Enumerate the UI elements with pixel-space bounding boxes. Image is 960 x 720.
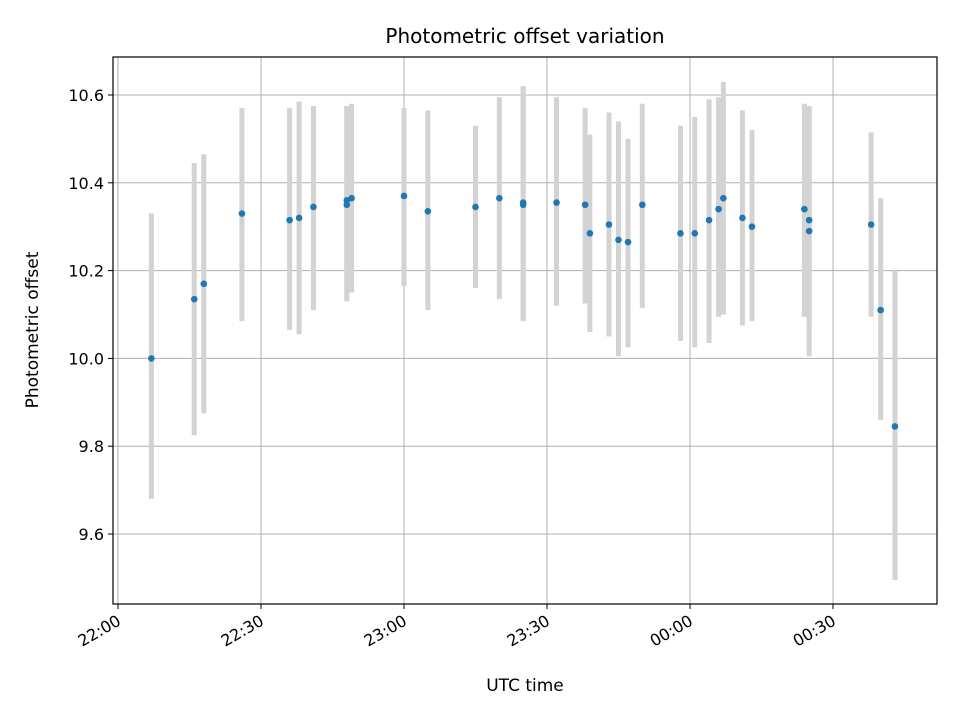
data-point xyxy=(295,214,303,222)
data-point xyxy=(720,194,727,202)
data-point xyxy=(148,355,155,362)
y-axis-label: Photometric offset xyxy=(23,251,43,408)
data-point xyxy=(310,203,317,211)
data-point xyxy=(715,205,722,213)
data-point xyxy=(286,216,293,224)
data-point xyxy=(805,227,813,235)
data-point xyxy=(472,203,479,211)
data-point xyxy=(739,214,746,222)
data-point xyxy=(190,295,198,303)
data-point xyxy=(691,229,699,237)
data-point xyxy=(496,194,503,202)
y-tick-label: 10.2 xyxy=(68,262,104,281)
y-axis-ticks: 9.6 9.8 10.0 10.2 10.4 10.6 xyxy=(68,86,113,544)
data-point xyxy=(400,192,408,200)
data-point xyxy=(553,199,560,206)
data-point xyxy=(424,208,432,215)
data-point xyxy=(519,201,527,209)
chart-title: Photometric offset variation xyxy=(385,24,664,48)
data-point xyxy=(200,280,208,288)
y-tick-label: 10.4 xyxy=(68,174,104,193)
data-point xyxy=(677,229,684,237)
data-point xyxy=(238,210,246,217)
data-point xyxy=(605,221,613,228)
data-point xyxy=(805,216,813,224)
y-tick-label: 9.8 xyxy=(79,437,104,456)
data-point xyxy=(615,236,622,244)
data-point xyxy=(348,194,355,202)
data-point xyxy=(581,201,589,209)
data-point xyxy=(624,238,632,246)
data-point xyxy=(586,229,594,237)
x-axis-label: UTC time xyxy=(486,676,564,696)
data-point xyxy=(891,423,899,430)
data-points xyxy=(148,192,899,430)
y-tick-label: 10.6 xyxy=(68,86,104,105)
data-point xyxy=(801,205,808,213)
data-point xyxy=(867,221,875,228)
y-tick-label: 10.0 xyxy=(68,349,104,368)
data-point xyxy=(705,216,713,224)
data-point xyxy=(877,306,884,314)
data-point xyxy=(748,223,756,230)
data-point xyxy=(639,201,646,209)
data-point xyxy=(343,201,351,209)
y-tick-label: 9.6 xyxy=(79,525,104,544)
plot-frame xyxy=(112,56,938,605)
